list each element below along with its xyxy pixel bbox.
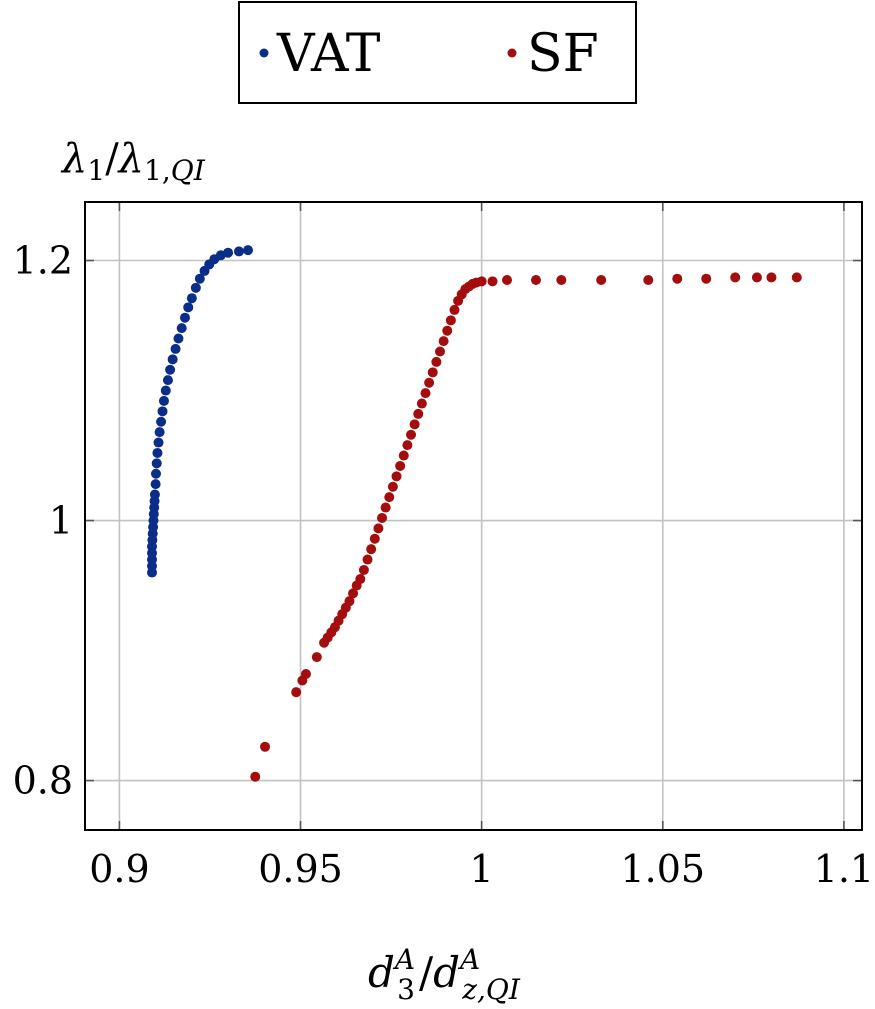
data-point-sf — [791, 272, 802, 283]
data-point-sf — [427, 367, 438, 378]
legend-label-sf: SF — [527, 24, 599, 84]
data-point-vat — [183, 302, 194, 313]
data-point-sf — [413, 408, 424, 419]
data-point-sf — [438, 336, 449, 347]
plot-points — [147, 245, 802, 782]
data-point-sf — [250, 771, 261, 782]
data-point-sf — [487, 276, 498, 287]
data-point-sf — [424, 377, 435, 388]
data-point-sf — [409, 419, 420, 430]
data-point-sf — [384, 492, 395, 503]
data-point-sf — [672, 273, 683, 284]
data-point-sf — [373, 523, 384, 534]
data-point-sf — [369, 533, 380, 544]
data-point-vat — [149, 489, 160, 500]
x-tick-label: 1 — [470, 847, 494, 891]
data-point-sf — [398, 450, 409, 461]
data-point-sf — [348, 588, 359, 599]
tick-labels: 0.9 0.95 1 1.05 1.1 0.8 1 1.2 — [13, 239, 875, 891]
data-point-sf — [701, 273, 712, 284]
data-point-sf — [387, 481, 398, 492]
data-point-vat — [160, 385, 171, 396]
x-tick-label: 1.1 — [814, 847, 874, 891]
data-point-vat — [150, 468, 161, 479]
plot-grid — [85, 202, 862, 830]
legend-label-vat: VAT — [276, 24, 381, 84]
data-point-sf — [344, 596, 355, 607]
data-point-vat — [186, 293, 197, 304]
data-point-sf — [300, 668, 311, 679]
data-point-sf — [766, 272, 777, 283]
data-point-sf — [556, 275, 567, 286]
data-point-vat — [176, 323, 187, 334]
y-tick-label: 0.8 — [13, 759, 73, 803]
data-point-vat — [162, 375, 173, 386]
data-point-sf — [445, 315, 456, 326]
data-point-sf — [476, 276, 487, 287]
data-point-sf — [406, 429, 417, 440]
data-point-vat — [173, 333, 184, 344]
data-point-sf — [530, 275, 541, 286]
data-point-vat — [167, 354, 178, 365]
data-point-sf — [751, 272, 762, 283]
data-point-vat — [190, 282, 201, 293]
data-point-sf — [366, 544, 377, 555]
data-point-vat — [165, 364, 176, 375]
data-point-sf — [311, 652, 322, 663]
data-point-sf — [355, 574, 366, 585]
data-point-vat — [179, 312, 190, 323]
data-point-sf — [643, 275, 654, 286]
data-point-vat — [233, 246, 244, 257]
data-point-vat — [243, 245, 254, 256]
data-point-sf — [380, 502, 391, 513]
data-point-vat — [170, 343, 181, 354]
data-point-sf — [442, 325, 453, 336]
data-point-sf — [291, 687, 302, 698]
y-tick-label: 1 — [49, 499, 73, 543]
x-tick-label: 0.9 — [89, 847, 149, 891]
data-point-vat — [156, 416, 167, 427]
x-axis-label: dA 3/dA z,QI — [368, 943, 521, 1006]
plot-frame — [84, 201, 863, 831]
data-point-vat — [151, 458, 162, 469]
legend-marker-vat — [259, 48, 269, 58]
legend-marker-sf — [507, 48, 517, 58]
data-point-vat — [223, 247, 234, 258]
data-point-vat — [154, 427, 165, 438]
data-point-sf — [431, 356, 442, 367]
data-point-sf — [358, 564, 369, 575]
data-point-vat — [152, 447, 163, 458]
data-point-sf — [502, 275, 513, 286]
data-point-vat — [153, 437, 164, 448]
data-point-sf — [391, 471, 402, 482]
y-axis-label: λ1/λ1,QI — [60, 136, 206, 187]
data-point-sf — [260, 741, 271, 752]
data-point-sf — [434, 346, 445, 357]
data-point-sf — [395, 460, 406, 471]
data-point-sf — [416, 398, 427, 409]
legend-box — [238, 1, 637, 104]
data-point-vat — [150, 479, 161, 490]
data-point-sf — [449, 304, 460, 315]
data-point-sf — [730, 272, 741, 283]
data-point-sf — [362, 554, 373, 565]
data-point-vat — [157, 406, 168, 417]
data-point-vat — [158, 395, 169, 406]
data-point-vat — [194, 273, 205, 284]
legend: VAT SF — [238, 1, 637, 104]
data-point-sf — [596, 275, 607, 286]
x-tick-label: 0.95 — [258, 847, 343, 891]
data-point-sf — [377, 512, 388, 523]
x-tick-label: 1.05 — [620, 847, 705, 891]
data-point-sf — [402, 440, 413, 451]
y-tick-label: 1.2 — [13, 239, 73, 283]
data-point-sf — [420, 388, 431, 399]
